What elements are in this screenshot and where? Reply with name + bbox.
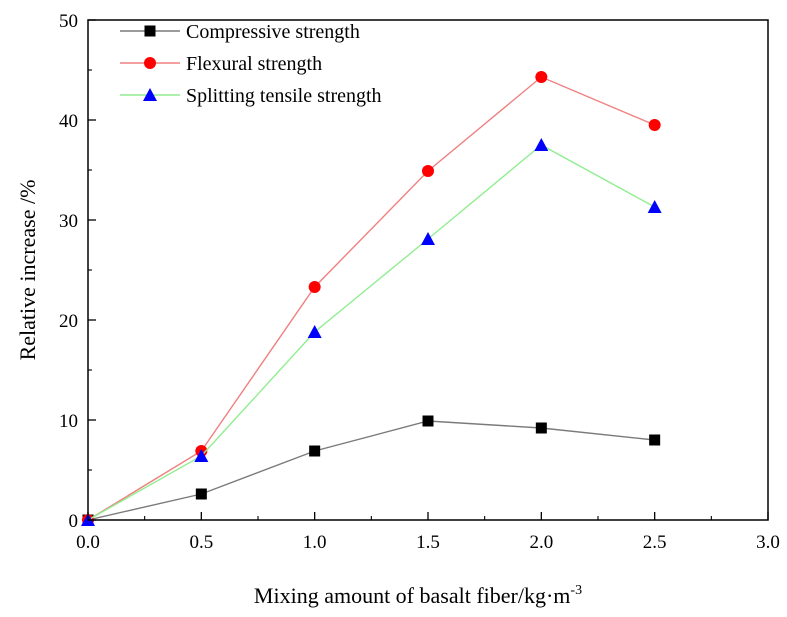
data-point — [649, 119, 661, 131]
y-tick-label: 50 — [59, 11, 78, 32]
x-tick-label: 2.5 — [643, 532, 667, 553]
data-point — [308, 325, 322, 338]
data-point — [649, 435, 660, 446]
series-line — [88, 145, 655, 520]
data-point — [536, 423, 547, 434]
x-tick-label: 0.5 — [189, 532, 213, 553]
x-axis-title-text: Mixing amount of basalt fiber/kg·m — [254, 583, 571, 608]
data-point — [648, 200, 662, 213]
legend: Compressive strength Flexural strength Spl… — [120, 21, 382, 107]
x-tick-label: 3.0 — [756, 532, 780, 553]
legend-item: Flexural strength — [120, 53, 322, 75]
data-point — [196, 489, 207, 500]
data-point — [534, 138, 548, 151]
y-tick-label: 0 — [69, 511, 79, 532]
data-point — [309, 281, 321, 293]
data-point — [535, 71, 547, 83]
data-point — [309, 446, 320, 457]
legend-item: Splitting tensile strength — [120, 85, 382, 107]
data-point — [421, 232, 435, 245]
series-circle — [82, 71, 661, 526]
series-line — [88, 421, 655, 520]
series-line — [88, 77, 655, 520]
y-tick-label: 20 — [59, 311, 78, 332]
x-axis-title-superscript: -3 — [570, 583, 582, 598]
y-tick-label: 40 — [59, 111, 78, 132]
legend-marker — [144, 57, 156, 69]
x-tick-label: 0.0 — [76, 532, 100, 553]
x-tick-label: 1.5 — [416, 532, 440, 553]
data-point — [423, 416, 434, 427]
legend-label: Flexural strength — [186, 53, 322, 75]
x-tick-label: 2.0 — [529, 532, 553, 553]
y-axis-title: Relative increase /% — [15, 180, 40, 361]
legend-label: Compressive strength — [186, 21, 360, 43]
y-tick-label: 10 — [59, 411, 78, 432]
legend-label: Splitting tensile strength — [186, 85, 382, 107]
y-tick-label: 30 — [59, 211, 78, 232]
legend-marker — [145, 26, 156, 37]
series-layer — [81, 71, 662, 526]
x-axis-title: Mixing amount of basalt fiber/kg·m-3 — [254, 583, 582, 608]
series-triangle — [81, 138, 662, 526]
data-point — [422, 165, 434, 177]
legend-item: Compressive strength — [120, 21, 360, 43]
x-tick-label: 1.0 — [303, 532, 327, 553]
